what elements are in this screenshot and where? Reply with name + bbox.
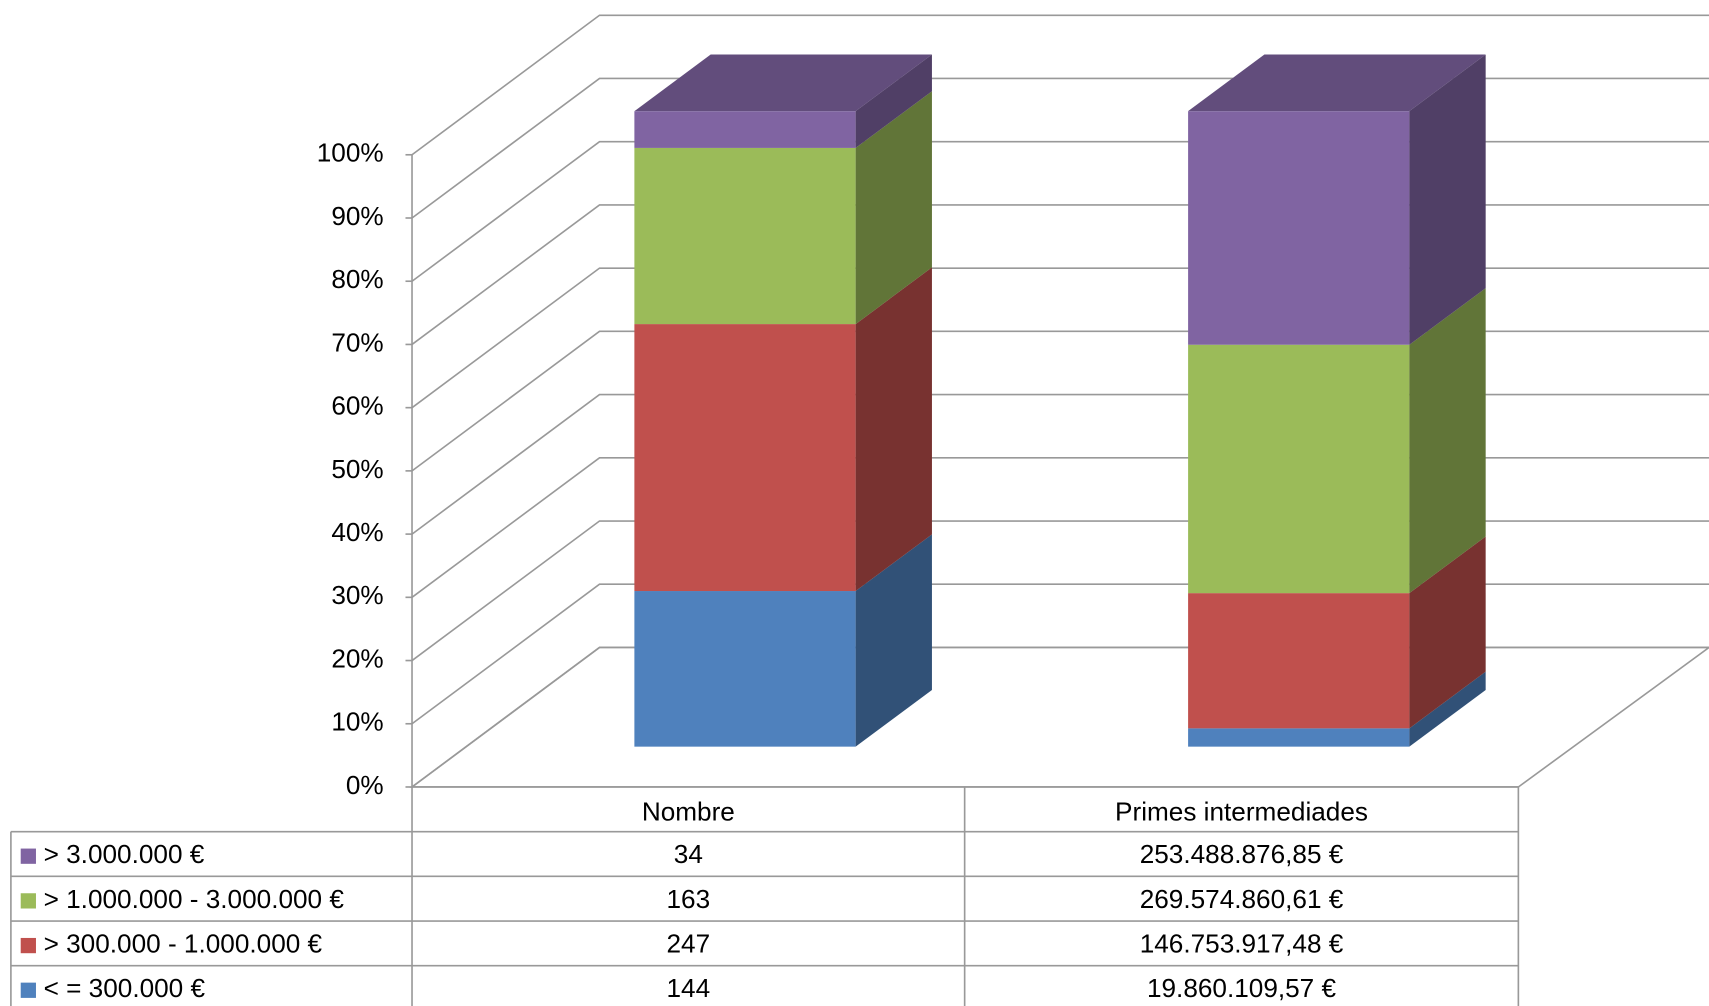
table-cell: 34 [674,839,703,869]
grid-line [411,204,1709,346]
table-cell: 247 [667,928,711,958]
grid-line [411,14,1709,156]
y-tick-label: 0% [346,770,384,800]
y-tick-label: 40% [331,517,383,547]
y-tick-label: 20% [331,643,383,673]
grid-line [411,583,1709,725]
grid-line [411,77,1709,219]
bar-side [1409,671,1486,747]
bar [634,147,856,325]
table-header: Nombre [642,797,735,827]
bar [1188,728,1410,747]
y-tick-label: 10% [331,707,383,737]
bar-side [855,54,932,148]
bar [634,324,856,592]
bar-top [1188,54,1486,112]
grid-line [411,330,1709,472]
legend-label: > 300.000 - 1.000.000 € [44,928,323,958]
table-cell: 163 [667,884,711,914]
grid-line [411,646,1709,788]
bar-side [1409,288,1486,594]
bar-side [855,91,932,325]
grid-line [411,140,1709,282]
bar [634,111,856,148]
y-tick-label: 30% [331,580,383,610]
legend-swatch [20,848,36,864]
bar [1188,344,1410,594]
grid-line [411,267,1709,409]
table-cell: 19.860.109,57 € [1147,973,1337,1003]
y-tick-label: 50% [331,454,383,484]
chart-body: 0% 10% 20% 30% 40% 50% 60% 70% 80% 90% 100% Nombre P… [10,14,1709,1006]
table-cell: 253.488.876,85 € [1140,839,1344,869]
bar [634,591,856,747]
bar-side [1409,54,1486,345]
legend-label: > 3.000.000 € [44,839,205,869]
y-tick-label: 60% [331,391,383,421]
floor [409,646,1709,788]
legend-swatch [20,893,36,909]
grid-line [411,393,1709,535]
y-tick-label: 90% [331,201,383,231]
table-cell: 144 [667,973,711,1003]
grid-line [411,520,1709,662]
table-cell: 146.753.917,48 € [1140,928,1344,958]
bar [1188,111,1410,345]
bar-top [634,54,932,112]
bar-side [1409,536,1486,729]
y-tick-label: 80% [331,264,383,294]
legend-swatch [20,937,36,954]
legend-label: > 1.000.000 - 3.000.000 € [44,884,345,914]
legend-label: < = 300.000 € [44,973,206,1003]
y-tick-label: 100% [317,138,384,168]
table-header: Primes intermediades [1115,797,1368,827]
bar-side [855,534,932,747]
bar [1188,593,1410,729]
y-tick-label: 70% [331,327,383,357]
table-cell: 269.574.860,61 € [1140,884,1344,914]
grid-line [411,456,1709,598]
legend-swatch [20,982,36,998]
bar-side [855,267,932,592]
